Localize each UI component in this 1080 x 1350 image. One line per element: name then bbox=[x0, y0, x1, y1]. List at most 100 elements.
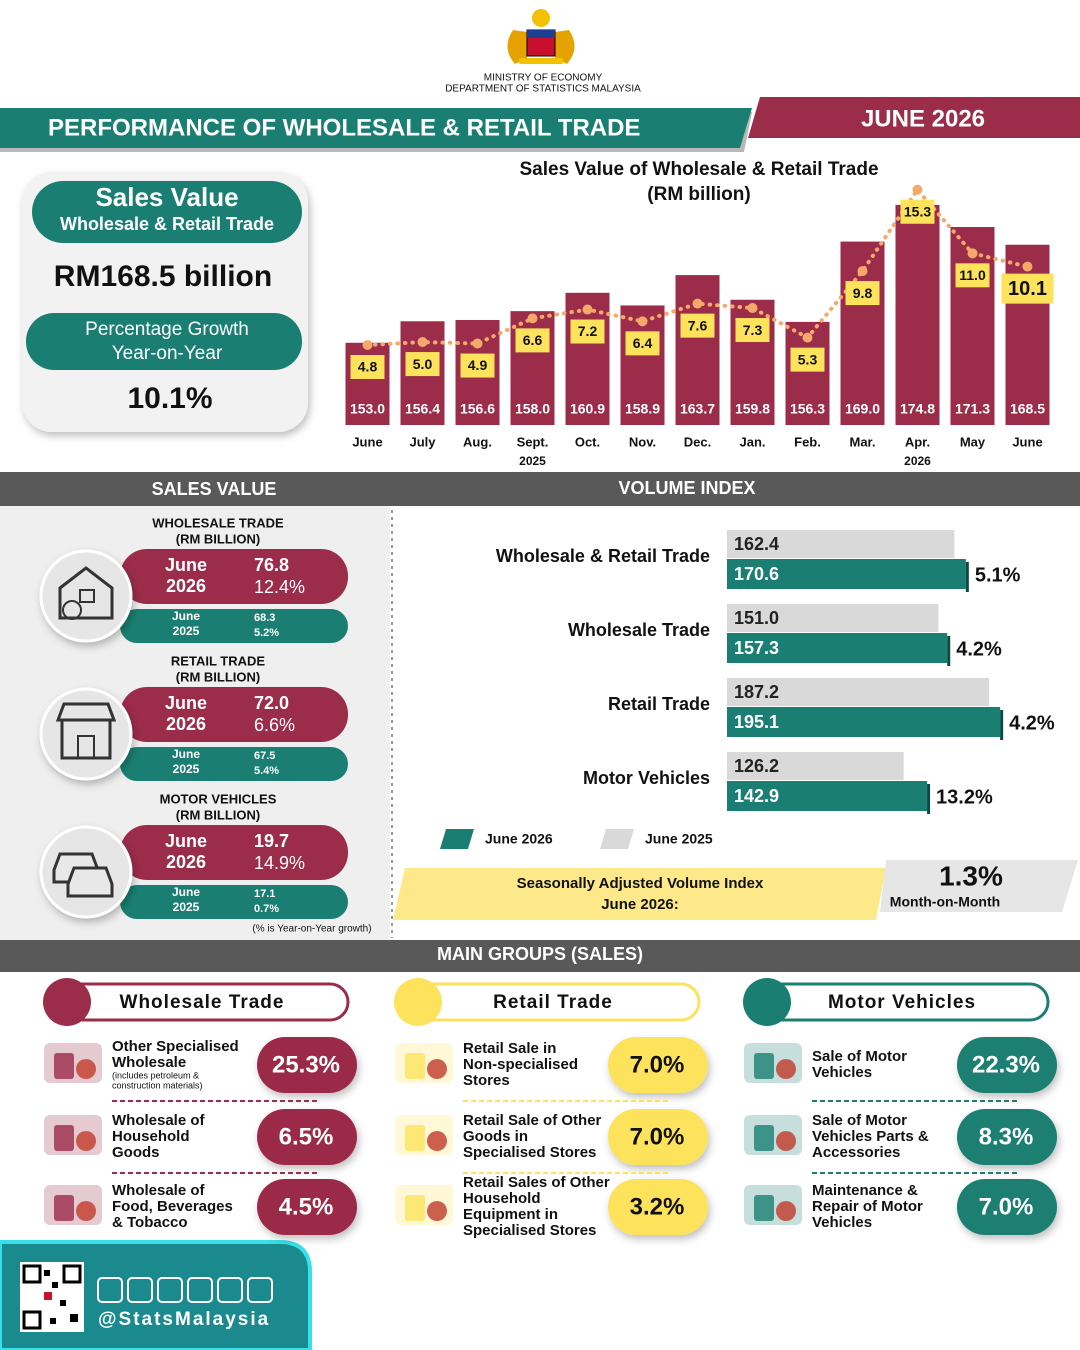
item-label: Retail Sales of Other bbox=[463, 1174, 610, 1191]
x-tick-label: June bbox=[352, 434, 382, 449]
growth-label: 11.0 bbox=[959, 267, 986, 283]
item-label: Wholesale bbox=[112, 1054, 186, 1071]
item-label: & Tobacco bbox=[112, 1214, 188, 1231]
item-label: Retail Sale of Other bbox=[463, 1112, 602, 1129]
icon bbox=[405, 1053, 425, 1079]
item-label: Goods bbox=[112, 1144, 160, 1161]
item-label: Stores bbox=[463, 1072, 510, 1089]
growth-point bbox=[747, 303, 758, 314]
item-label: Repair of Motor bbox=[812, 1198, 923, 1215]
item-value: 6.5% bbox=[279, 1123, 334, 1150]
item-value: 25.3% bbox=[272, 1051, 340, 1078]
icon bbox=[76, 1131, 96, 1151]
icon bbox=[427, 1131, 447, 1151]
item-value: 4.5% bbox=[279, 1193, 334, 1220]
icon bbox=[54, 1195, 74, 1221]
item-icon bbox=[44, 1043, 102, 1083]
item-label: Accessories bbox=[812, 1144, 900, 1161]
growth-label-box bbox=[515, 328, 550, 353]
bar-label: 157.3 bbox=[734, 638, 779, 658]
previous-growth: 0.7% bbox=[254, 903, 279, 915]
value-pill bbox=[608, 1037, 708, 1093]
previous-pill bbox=[120, 885, 348, 919]
bar-label: 153.0 bbox=[350, 401, 385, 417]
item-icon bbox=[395, 1043, 453, 1083]
current-period: 2026 bbox=[166, 714, 206, 734]
icon bbox=[754, 1053, 774, 1079]
item-label: Equipment in bbox=[463, 1206, 558, 1223]
item-label: Household bbox=[463, 1190, 541, 1207]
category-label: Motor Vehicles bbox=[583, 768, 710, 788]
growth-label-box bbox=[460, 353, 495, 378]
item-icon bbox=[744, 1115, 802, 1155]
previous-growth: 5.4% bbox=[254, 765, 279, 777]
growth-label: 6.6 bbox=[523, 332, 543, 348]
item-label: Specialised Stores bbox=[463, 1144, 596, 1161]
summary-growth: 10.1% bbox=[127, 382, 212, 415]
item-unit: (RM BILLION) bbox=[176, 807, 260, 822]
social-icons bbox=[97, 1277, 273, 1303]
seasonal-basis: Month-on-Month bbox=[890, 894, 1000, 910]
bar bbox=[727, 707, 1001, 737]
icon bbox=[405, 1125, 425, 1151]
legend-swatch bbox=[600, 829, 634, 849]
x-tick-label: Nov. bbox=[629, 434, 656, 449]
bar-label: 156.6 bbox=[460, 401, 495, 417]
bar bbox=[727, 781, 928, 811]
item-value: 7.0% bbox=[630, 1051, 685, 1078]
growth-point bbox=[417, 337, 428, 348]
growth-label-box bbox=[790, 347, 825, 372]
bar-label: 151.0 bbox=[734, 608, 779, 628]
item-title: WHOLESALE TRADE bbox=[152, 515, 284, 530]
bar bbox=[727, 559, 966, 589]
ministry: MINISTRY OF ECONOMY bbox=[484, 73, 603, 84]
item-label: Goods in bbox=[463, 1128, 528, 1145]
group-name: Motor Vehicles bbox=[828, 992, 976, 1013]
current-value: 19.7 bbox=[254, 831, 289, 851]
growth-label-box bbox=[735, 318, 770, 343]
bar bbox=[950, 227, 995, 425]
growth-label-box bbox=[570, 319, 605, 344]
period: JUNE 2026 bbox=[861, 105, 985, 132]
icon bbox=[405, 1195, 425, 1221]
item-label: Vehicles Parts & bbox=[812, 1128, 929, 1145]
current-pill bbox=[120, 687, 348, 742]
section-title: SALES VALUE bbox=[152, 479, 277, 499]
x-tick-label: Feb. bbox=[794, 434, 821, 449]
bar bbox=[1005, 244, 1050, 425]
item-icon bbox=[744, 1185, 802, 1225]
current-pill bbox=[120, 549, 348, 604]
x-tick-label: Oct. bbox=[575, 434, 600, 449]
note: (% is Year-on-Year growth) bbox=[252, 924, 371, 935]
summary-title: Sales Value bbox=[95, 182, 238, 212]
crest-logo bbox=[507, 9, 575, 64]
bar-label: 158.0 bbox=[515, 401, 550, 417]
growth-label-box bbox=[680, 313, 715, 338]
growth-label-box bbox=[1001, 273, 1054, 304]
item-icon bbox=[744, 1043, 802, 1083]
icon bbox=[77, 735, 95, 759]
bar-label: 170.6 bbox=[734, 564, 779, 584]
qr-code bbox=[20, 1262, 84, 1332]
item-label: Other Specialised bbox=[112, 1038, 239, 1055]
section-bar bbox=[0, 472, 1080, 506]
icon bbox=[776, 1059, 796, 1079]
value-pill bbox=[957, 1109, 1057, 1165]
bar-label: 162.4 bbox=[734, 534, 779, 554]
bar bbox=[727, 530, 955, 558]
value-pill bbox=[257, 1037, 357, 1093]
category-label: Wholesale & Retail Trade bbox=[496, 546, 710, 566]
bar-shadow bbox=[965, 562, 969, 592]
icon-circle bbox=[39, 549, 133, 643]
current-growth: 6.6% bbox=[254, 715, 295, 735]
section-bar bbox=[0, 940, 1080, 972]
icon bbox=[79, 589, 95, 603]
icon bbox=[776, 1131, 796, 1151]
x-tick-label: Mar. bbox=[849, 434, 875, 449]
growth-point bbox=[582, 304, 593, 315]
current-period: 2026 bbox=[166, 852, 206, 872]
item-unit: (RM BILLION) bbox=[176, 669, 260, 684]
growth-point bbox=[857, 266, 868, 277]
growth-label: 7.2 bbox=[578, 323, 598, 339]
item-label: Wholesale of bbox=[112, 1182, 206, 1199]
